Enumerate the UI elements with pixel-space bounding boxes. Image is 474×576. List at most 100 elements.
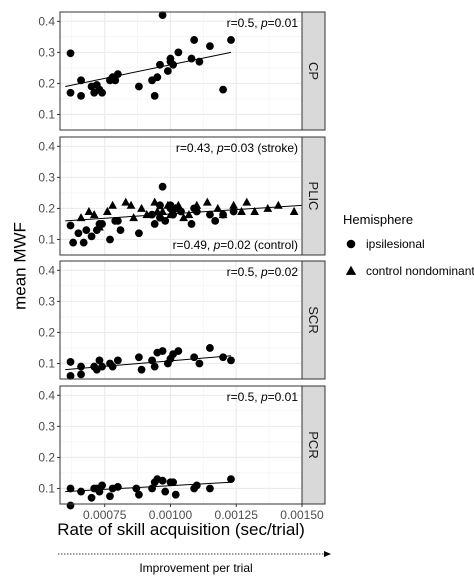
x-tick-label: 0.00100 <box>149 508 193 522</box>
data-point-circle <box>211 216 220 225</box>
data-point-circle <box>113 483 122 491</box>
data-point-circle <box>95 487 104 496</box>
data-point-circle <box>113 216 122 225</box>
data-point-circle <box>66 88 75 97</box>
y-axis-title: mean MWF <box>11 222 30 310</box>
data-point-triangle <box>89 210 99 219</box>
improvement-arrow-head <box>324 551 331 557</box>
data-point-circle <box>219 85 227 94</box>
data-point-circle <box>227 356 235 365</box>
data-point-circle <box>171 490 180 499</box>
data-point-circle <box>148 484 156 493</box>
data-point-circle <box>108 362 117 371</box>
data-point-triangle <box>173 200 183 209</box>
data-point-circle <box>206 42 214 51</box>
data-point-circle <box>135 490 143 499</box>
data-point-triangle <box>229 200 238 209</box>
correlation-annotation: r=0.43, p=0.03 (stroke) <box>176 141 298 155</box>
data-point-triangle <box>237 206 246 215</box>
y-tick-label: 0.2 <box>38 76 55 90</box>
data-point-triangle <box>129 213 139 222</box>
data-point-circle <box>229 207 238 216</box>
data-point-circle <box>66 371 75 380</box>
y-tick-label: 0.2 <box>38 450 55 464</box>
facet-strip <box>301 11 326 131</box>
x-tick-label: 0.00075 <box>83 508 127 522</box>
data-point-triangle <box>273 200 283 209</box>
data-point-circle <box>169 60 178 69</box>
correlation-annotation: r=0.5, p=0.01 <box>227 390 299 404</box>
y-tick-label: 0.3 <box>38 170 55 184</box>
data-point-circle <box>153 73 162 82</box>
data-point-circle <box>77 76 85 85</box>
data-point-circle <box>158 476 167 485</box>
y-tick-label: 0.4 <box>38 388 55 402</box>
y-tick-label: 0.1 <box>38 107 55 121</box>
facet-strip-label: PCR <box>306 431 321 458</box>
data-point-circle <box>156 60 164 69</box>
data-point-circle <box>227 475 235 484</box>
data-point-circle <box>66 501 75 510</box>
panel-scr: SCR r=0.5, p=0.02 0.1 0.2 0.3 0.4 <box>38 260 326 380</box>
y-tick-label: 0.2 <box>38 201 55 215</box>
data-point-circle <box>106 235 114 244</box>
data-point-circle <box>82 226 91 235</box>
data-point-circle <box>113 356 122 365</box>
data-point-triangle <box>192 200 202 209</box>
correlation-annotation: r=0.5, p=0.02 <box>227 265 299 279</box>
y-tick-label: 0.3 <box>38 294 55 308</box>
data-point-circle <box>227 36 235 44</box>
y-tick-label: 0.2 <box>38 325 55 339</box>
data-point-circle <box>161 216 170 225</box>
data-point-circle <box>66 221 75 230</box>
data-point-triangle <box>263 203 273 212</box>
data-point-circle <box>206 344 214 352</box>
data-point-circle <box>190 36 199 44</box>
facet-strip-label: SCR <box>306 306 321 333</box>
data-point-circle <box>158 347 167 355</box>
panel-cp: CP r=0.5, p=0.01 0.1 0.2 0.3 0.4 <box>38 11 326 131</box>
data-point-circle <box>77 370 85 379</box>
data-point-circle <box>174 347 183 355</box>
facet-strip <box>301 136 326 256</box>
data-point-triangle <box>218 210 228 219</box>
data-point-circle <box>174 48 183 57</box>
data-point-circle <box>206 210 214 219</box>
data-point-circle <box>74 229 83 238</box>
data-point-circle <box>79 238 88 247</box>
data-point-circle <box>163 67 172 75</box>
y-tick-label: 0.4 <box>38 139 55 153</box>
data-point-triangle <box>84 206 94 215</box>
x-tick-label: 0.00150 <box>280 508 324 522</box>
y-tick-label: 0.1 <box>38 232 55 246</box>
data-point-circle <box>195 359 204 368</box>
data-point-circle <box>177 207 185 216</box>
data-point-circle <box>66 484 75 493</box>
data-point-circle <box>169 478 178 487</box>
data-point-triangle <box>158 206 167 215</box>
regression-line <box>65 481 232 493</box>
data-point-triangle <box>250 206 260 215</box>
legend-triangle-icon <box>345 265 357 275</box>
legend-title: Hemisphere <box>343 212 413 227</box>
data-point-triangle <box>202 197 212 206</box>
data-point-circle <box>98 88 106 97</box>
data-point-circle <box>106 492 114 501</box>
data-point-triangle <box>102 206 112 215</box>
data-point-triangle <box>142 210 152 219</box>
y-tick-label: 0.4 <box>38 263 55 277</box>
data-point-triangle <box>213 203 223 212</box>
facet-strip <box>301 385 326 505</box>
data-point-circle <box>187 220 196 228</box>
data-point-circle <box>95 356 104 365</box>
data-point-circle <box>77 362 85 371</box>
data-point-circle <box>150 220 159 228</box>
data-point-circle <box>195 57 204 66</box>
data-point-circle <box>87 232 96 241</box>
data-point-circle <box>150 362 159 371</box>
data-point-circle <box>192 481 201 490</box>
panel-pcr: PCR r=0.5, p=0.01 0.1 0.2 0.3 0.4 <box>38 385 326 510</box>
data-point-circle <box>87 493 96 502</box>
data-point-circle <box>156 201 164 210</box>
data-point-circle <box>77 91 85 100</box>
